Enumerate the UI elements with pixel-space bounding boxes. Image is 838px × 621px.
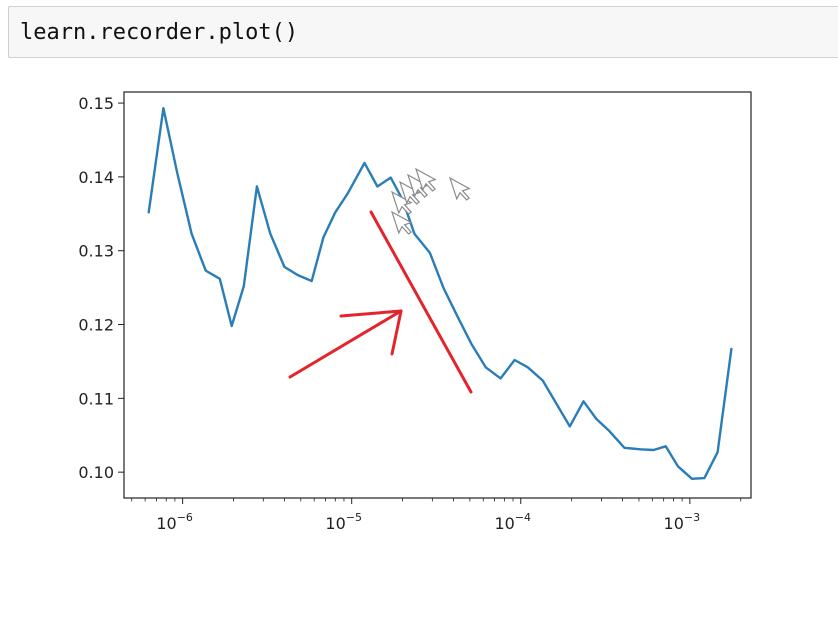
plot-frame [123, 91, 752, 499]
code-cell[interactable]: learn.recorder.plot() [8, 6, 838, 58]
mouse-cursor-icon [398, 180, 421, 205]
y-tick-label: 0.14 [78, 168, 114, 187]
y-tick-label: 0.12 [78, 316, 114, 335]
red-arrow-icon [288, 309, 403, 379]
loss-series-line [147, 106, 733, 480]
x-tick-label: 10−5 [325, 511, 362, 533]
mouse-cursor-icon [406, 173, 429, 198]
mouse-cursor-icon [414, 167, 437, 192]
mouse-cursor-icon [390, 190, 413, 215]
series-layer [147, 106, 733, 480]
y-tick-label: 0.10 [78, 463, 114, 482]
x-tick-label: 10−3 [664, 511, 701, 533]
y-tick-label: 0.13 [78, 242, 114, 261]
mouse-cursor-icon [448, 176, 471, 201]
red-slash-icon [369, 210, 473, 394]
code-cell-source: learn.recorder.plot() [20, 20, 299, 45]
x-axis-minor-ticks [131, 498, 742, 502]
x-axis-ticks: 10−6 10−5 10−4 10−3 [156, 498, 700, 533]
x-tick-label: 10−6 [156, 511, 193, 533]
axes-frame [123, 91, 752, 499]
x-tick-label: 10−4 [494, 511, 531, 533]
y-axis-ticks: 0.10 0.11 0.12 0.13 0.14 0.15 [78, 94, 124, 482]
mouse-cursor-icon [390, 210, 413, 235]
y-tick-label: 0.11 [78, 389, 114, 408]
annotations-layer [288, 167, 473, 394]
y-tick-label: 0.15 [78, 94, 114, 113]
